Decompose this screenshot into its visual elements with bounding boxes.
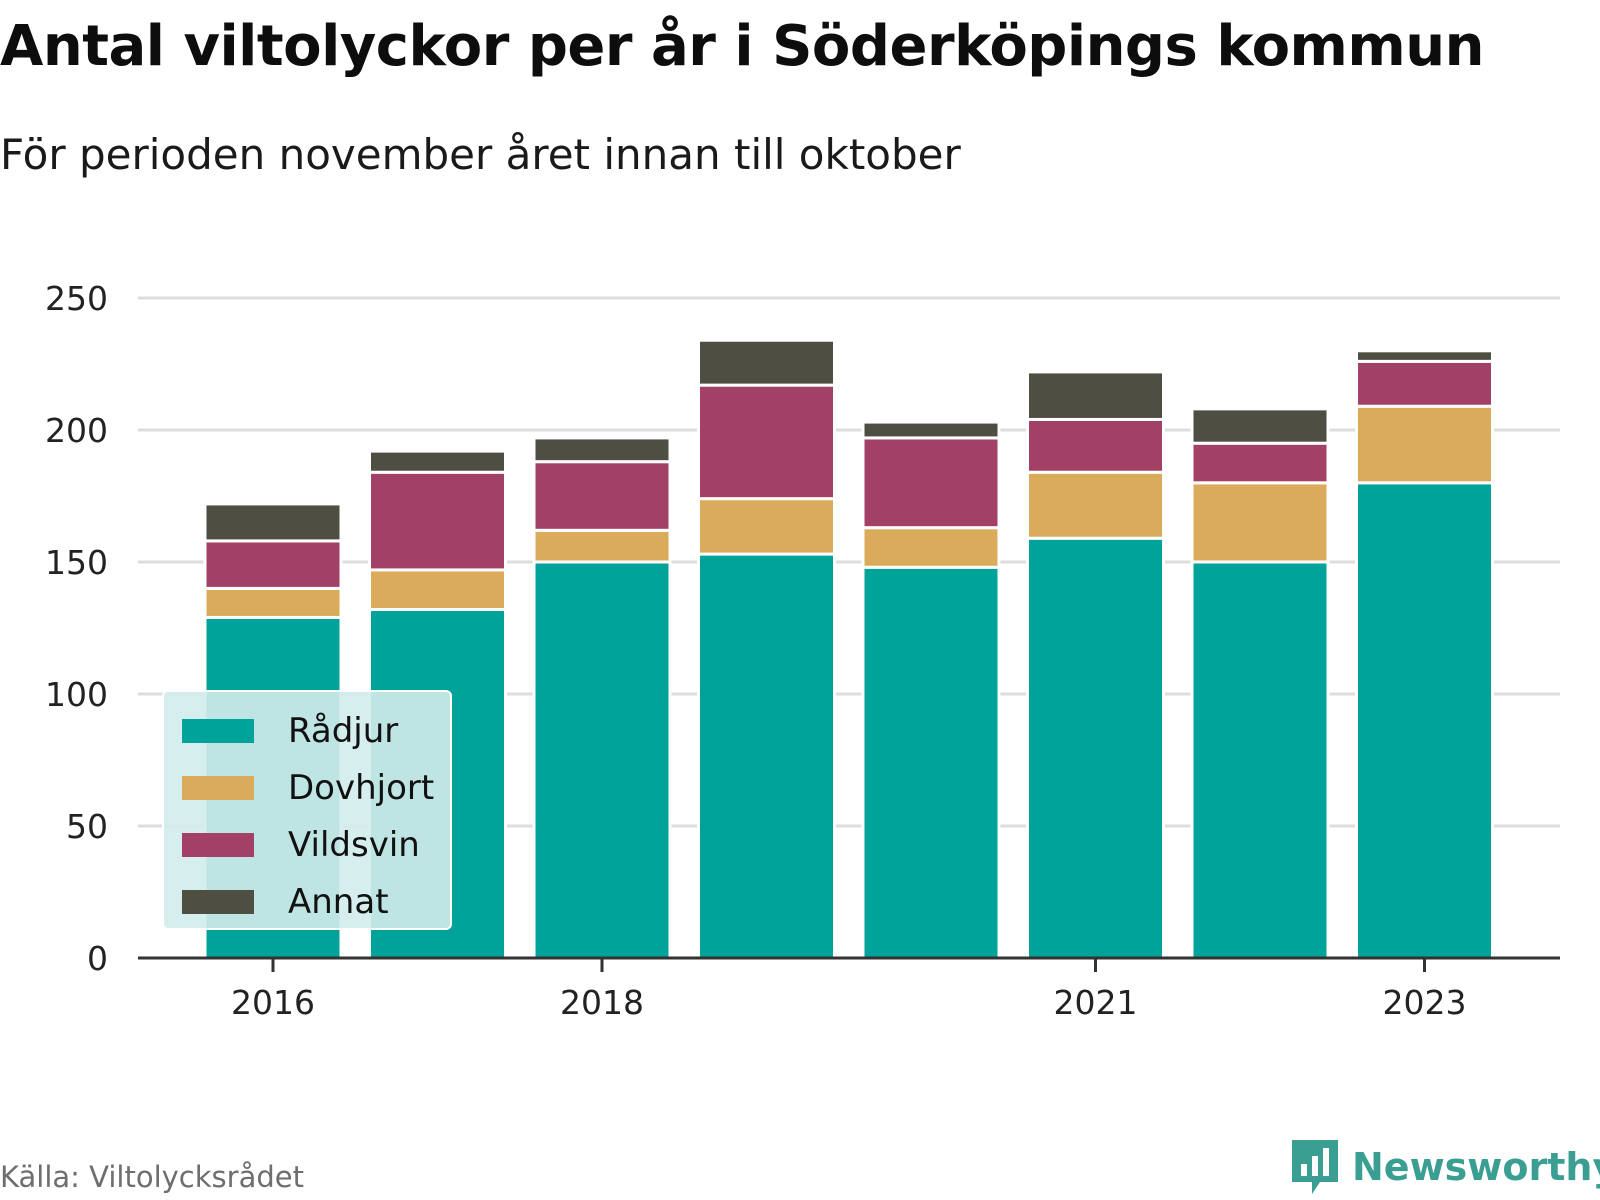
legend-label: Rådjur (288, 710, 399, 751)
bar-segment (368, 568, 507, 612)
x-tick-label: 2023 (1383, 983, 1467, 1022)
bar-segment (861, 436, 1001, 530)
bar-segment (861, 420, 1001, 440)
x-tick-label: 2016 (231, 983, 315, 1022)
bar-segment (532, 528, 672, 564)
y-tick-label: 0 (87, 939, 108, 978)
legend-swatch (182, 718, 254, 743)
y-tick-label: 250 (45, 279, 108, 318)
bar-segment (368, 470, 507, 572)
bar-segment (697, 338, 836, 387)
bar-segment (1355, 481, 1494, 960)
stacked-bar-chart: 0 50 100 150 200 250 2016 2018 2021 2023 (45, 279, 1560, 1022)
bar-segment (1026, 417, 1165, 474)
legend-item: Dovhjort (182, 759, 450, 816)
y-tick-label: 50 (66, 807, 108, 846)
y-tick-label: 200 (45, 411, 108, 450)
legend-label: Vildsvin (288, 824, 420, 865)
bar-segment (697, 552, 836, 960)
newsworthy-logo: Newsworthy (1290, 1138, 1600, 1196)
legend-swatch (182, 889, 254, 914)
bar-chart-speech-bubble-icon (1292, 1140, 1338, 1194)
x-tick-label: 2018 (560, 983, 644, 1022)
bar-segment (1190, 481, 1330, 564)
bar-segment (1355, 404, 1494, 485)
legend-label: Annat (288, 881, 389, 922)
bar-segment (1190, 407, 1330, 445)
y-tick-label: 100 (45, 675, 108, 714)
bar-segment (1355, 349, 1494, 363)
bar-segment (1026, 536, 1165, 960)
bar-segment (203, 502, 343, 543)
legend-item: Rådjur (182, 702, 450, 759)
bar-segment (861, 565, 1001, 960)
legend-item: Annat (182, 873, 450, 930)
source-note: Källa: Viltolycksrådet (0, 1160, 304, 1194)
chart-title: Antal viltolyckor per år i Söderköpings … (0, 14, 1485, 79)
bar-segment (1190, 441, 1330, 485)
legend-swatch (182, 832, 254, 857)
bar-segment (203, 539, 343, 590)
logo-text: Newsworthy (1352, 1145, 1600, 1189)
bar-segment (368, 449, 507, 474)
bar-segment (532, 436, 672, 464)
chart-subtitle: För perioden november året innan till ok… (0, 130, 961, 179)
legend-item: Vildsvin (182, 816, 450, 873)
x-tick-label: 2021 (1054, 983, 1138, 1022)
bar-segment (532, 560, 672, 960)
bar-segment (697, 383, 836, 501)
bar-segment (1026, 370, 1165, 421)
bar-segment (1355, 359, 1494, 408)
bar-segment (1026, 470, 1165, 540)
legend-label: Dovhjort (288, 767, 435, 808)
bar-segment (532, 460, 672, 532)
bar-segment (203, 586, 343, 619)
bar-segment (1190, 560, 1330, 960)
legend-swatch (182, 775, 254, 800)
y-tick-label: 150 (45, 543, 108, 582)
bar-segment (861, 526, 1001, 569)
chart-legend: Rådjur Dovhjort Vildsvin Annat (162, 690, 452, 930)
bar-segment (697, 497, 836, 556)
